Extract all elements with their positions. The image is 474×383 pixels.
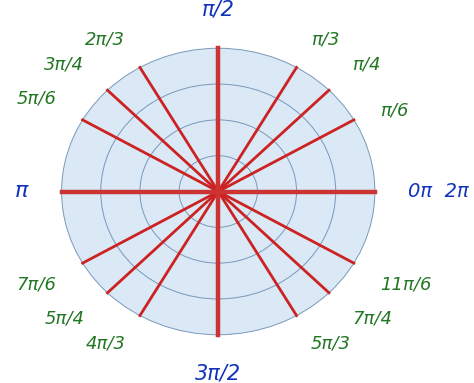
- Text: 2π/3: 2π/3: [85, 30, 126, 48]
- Text: 5π/4: 5π/4: [45, 309, 84, 327]
- Text: 3π/4: 3π/4: [45, 56, 84, 74]
- Text: 4π/3: 4π/3: [85, 335, 126, 353]
- Text: 7π/4: 7π/4: [352, 309, 392, 327]
- Text: 5π/6: 5π/6: [16, 89, 56, 107]
- Text: π/6: π/6: [380, 101, 409, 119]
- Text: 0π  2π: 0π 2π: [408, 182, 469, 201]
- Ellipse shape: [179, 155, 257, 228]
- Text: π/2: π/2: [202, 0, 235, 20]
- Ellipse shape: [101, 84, 336, 299]
- Text: 5π/3: 5π/3: [311, 335, 351, 353]
- Text: π/4: π/4: [352, 56, 381, 74]
- Text: 11π/6: 11π/6: [380, 276, 432, 294]
- Text: 3π/2: 3π/2: [195, 363, 241, 383]
- Ellipse shape: [140, 120, 297, 263]
- Ellipse shape: [62, 48, 375, 335]
- Text: π: π: [15, 182, 28, 201]
- Text: π/3: π/3: [311, 30, 339, 48]
- Text: 7π/6: 7π/6: [16, 276, 56, 294]
